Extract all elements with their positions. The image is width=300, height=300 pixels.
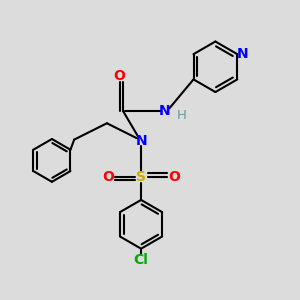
Text: O: O (114, 69, 126, 83)
Text: S: S (136, 170, 146, 184)
Text: H: H (176, 109, 186, 122)
Text: N: N (237, 47, 248, 61)
Text: O: O (168, 170, 180, 184)
Text: N: N (159, 104, 171, 118)
Text: O: O (103, 170, 114, 184)
Text: Cl: Cl (134, 253, 148, 267)
Text: N: N (135, 134, 147, 148)
